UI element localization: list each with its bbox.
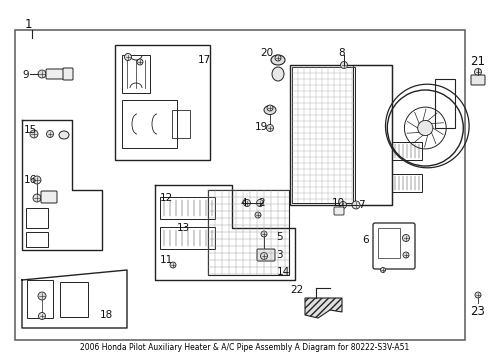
- Circle shape: [266, 125, 273, 131]
- Bar: [122, 100, 177, 148]
- Circle shape: [261, 231, 266, 237]
- Bar: [172, 110, 190, 138]
- Circle shape: [38, 292, 46, 300]
- Circle shape: [38, 70, 46, 78]
- Text: 20: 20: [260, 48, 273, 58]
- Text: 8: 8: [337, 48, 344, 58]
- Ellipse shape: [270, 55, 285, 65]
- Circle shape: [124, 54, 131, 60]
- Circle shape: [46, 131, 53, 138]
- Text: 11: 11: [160, 255, 173, 265]
- Polygon shape: [305, 298, 341, 318]
- Circle shape: [351, 201, 359, 209]
- Circle shape: [33, 194, 41, 202]
- Text: 15: 15: [24, 125, 37, 135]
- Bar: [291, 67, 354, 203]
- Text: 17: 17: [198, 55, 211, 65]
- FancyBboxPatch shape: [63, 68, 73, 80]
- Bar: [352, 65, 391, 205]
- Text: 18: 18: [100, 310, 113, 320]
- Bar: [115, 45, 209, 160]
- Bar: [377, 228, 399, 258]
- Bar: [208, 190, 289, 275]
- FancyBboxPatch shape: [470, 75, 484, 85]
- Circle shape: [260, 252, 267, 260]
- Bar: [122, 55, 150, 93]
- Bar: [27, 280, 53, 318]
- FancyBboxPatch shape: [333, 207, 343, 215]
- Circle shape: [256, 199, 263, 207]
- Circle shape: [402, 252, 408, 258]
- Ellipse shape: [271, 67, 284, 81]
- Text: 23: 23: [469, 305, 484, 318]
- Text: 6: 6: [361, 235, 368, 245]
- FancyBboxPatch shape: [41, 191, 57, 203]
- Text: 9: 9: [22, 70, 29, 80]
- Bar: [289, 65, 391, 205]
- Text: 14: 14: [276, 267, 290, 277]
- Bar: [391, 174, 422, 192]
- Text: 16: 16: [24, 175, 37, 185]
- Circle shape: [30, 130, 38, 138]
- Bar: [160, 197, 215, 219]
- Circle shape: [474, 292, 480, 298]
- Bar: [391, 142, 422, 160]
- Circle shape: [39, 312, 45, 320]
- Text: 3: 3: [275, 250, 282, 260]
- Ellipse shape: [264, 105, 275, 114]
- Circle shape: [33, 176, 41, 184]
- Circle shape: [137, 59, 142, 65]
- Circle shape: [380, 267, 385, 273]
- Text: 22: 22: [289, 285, 303, 295]
- Bar: [434, 79, 454, 128]
- Circle shape: [339, 202, 346, 208]
- FancyBboxPatch shape: [46, 69, 64, 79]
- Bar: [26, 208, 48, 228]
- Text: 4: 4: [240, 198, 246, 208]
- Circle shape: [274, 55, 281, 61]
- Text: 1: 1: [25, 18, 32, 31]
- Text: 2: 2: [258, 198, 264, 208]
- Circle shape: [417, 120, 432, 136]
- Text: 21: 21: [469, 55, 484, 68]
- Circle shape: [243, 199, 250, 207]
- Text: 5: 5: [275, 232, 282, 242]
- Ellipse shape: [59, 131, 69, 139]
- Circle shape: [254, 212, 261, 218]
- Circle shape: [473, 68, 481, 76]
- Circle shape: [402, 234, 408, 242]
- Text: 13: 13: [177, 223, 190, 233]
- Text: 19: 19: [254, 122, 268, 132]
- Bar: [15, 30, 464, 340]
- Text: 10: 10: [331, 198, 345, 208]
- Text: 7: 7: [357, 200, 364, 210]
- FancyBboxPatch shape: [257, 249, 274, 261]
- Bar: [160, 227, 215, 249]
- Text: 12: 12: [160, 193, 173, 203]
- Circle shape: [170, 262, 176, 268]
- Bar: [60, 282, 88, 317]
- Bar: [26, 232, 48, 247]
- Circle shape: [266, 105, 272, 111]
- Circle shape: [340, 62, 347, 68]
- Text: 2006 Honda Pilot Auxiliary Heater & A/C Pipe Assembly A Diagram for 80222-S3V-A5: 2006 Honda Pilot Auxiliary Heater & A/C …: [80, 343, 408, 352]
